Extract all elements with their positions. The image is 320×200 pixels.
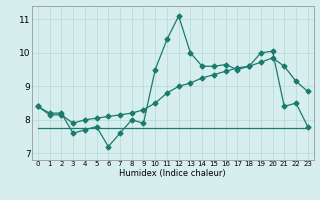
X-axis label: Humidex (Indice chaleur): Humidex (Indice chaleur) — [119, 169, 226, 178]
